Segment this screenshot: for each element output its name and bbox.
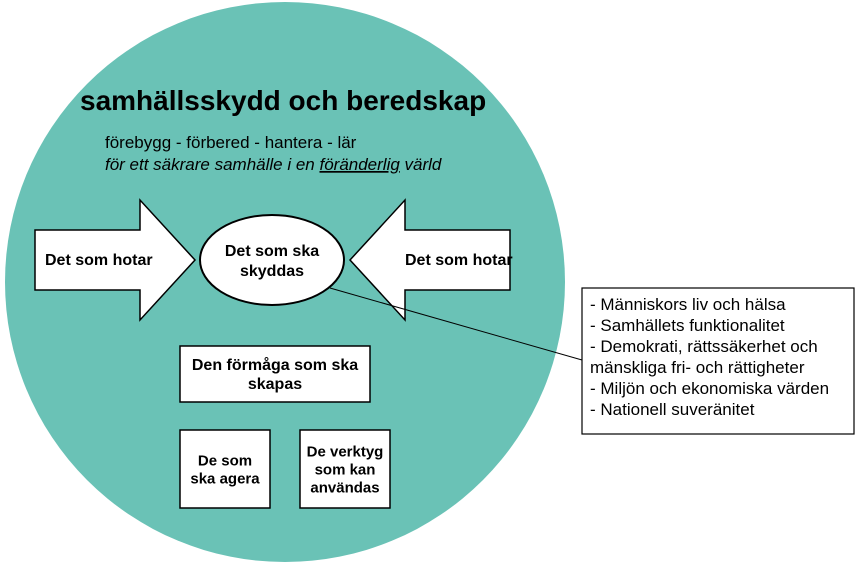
subtitle-1: förebygg - förbered - hantera - lär: [105, 133, 357, 152]
actors-label-1: De som: [198, 452, 252, 469]
callout-line: - Demokrati, rättssäkerhet och: [590, 337, 818, 356]
ellipse-label-2: skyddas: [240, 263, 304, 280]
tools-label-2: som kan: [315, 461, 376, 478]
diagram-root: samhällsskydd och beredskap förebygg - f…: [0, 0, 859, 571]
arrow-right-label: Det som hotar: [405, 252, 513, 269]
actors-label-2: ska agera: [190, 470, 260, 487]
center-ellipse: [200, 215, 344, 305]
ellipse-label-1: Det som ska: [225, 243, 319, 260]
capability-label-1: Den förmåga som ska: [192, 356, 358, 374]
callout-line: - Samhällets funktionalitet: [590, 316, 785, 335]
tools-label-3: användas: [310, 479, 379, 496]
callout-line: - Människors liv och hälsa: [590, 295, 786, 314]
callout-line: - Miljön och ekonomiska värden: [590, 379, 829, 398]
title-text: samhällsskydd och beredskap: [80, 85, 486, 116]
subtitle-2-underlined: föränderlig: [319, 155, 400, 174]
tools-label-1: De verktyg: [307, 443, 384, 460]
subtitle-2-post: värld: [400, 155, 442, 174]
subtitle-2: för ett säkrare samhälle i en föränderli…: [105, 155, 442, 174]
capability-label-2: skapas: [248, 376, 302, 393]
callout-line: - Nationell suveränitet: [590, 400, 755, 419]
callout-line: mänskliga fri- och rättigheter: [590, 358, 805, 377]
subtitle-2-pre: för ett säkrare samhälle i en: [105, 155, 319, 174]
arrow-left-label: Det som hotar: [45, 252, 153, 269]
